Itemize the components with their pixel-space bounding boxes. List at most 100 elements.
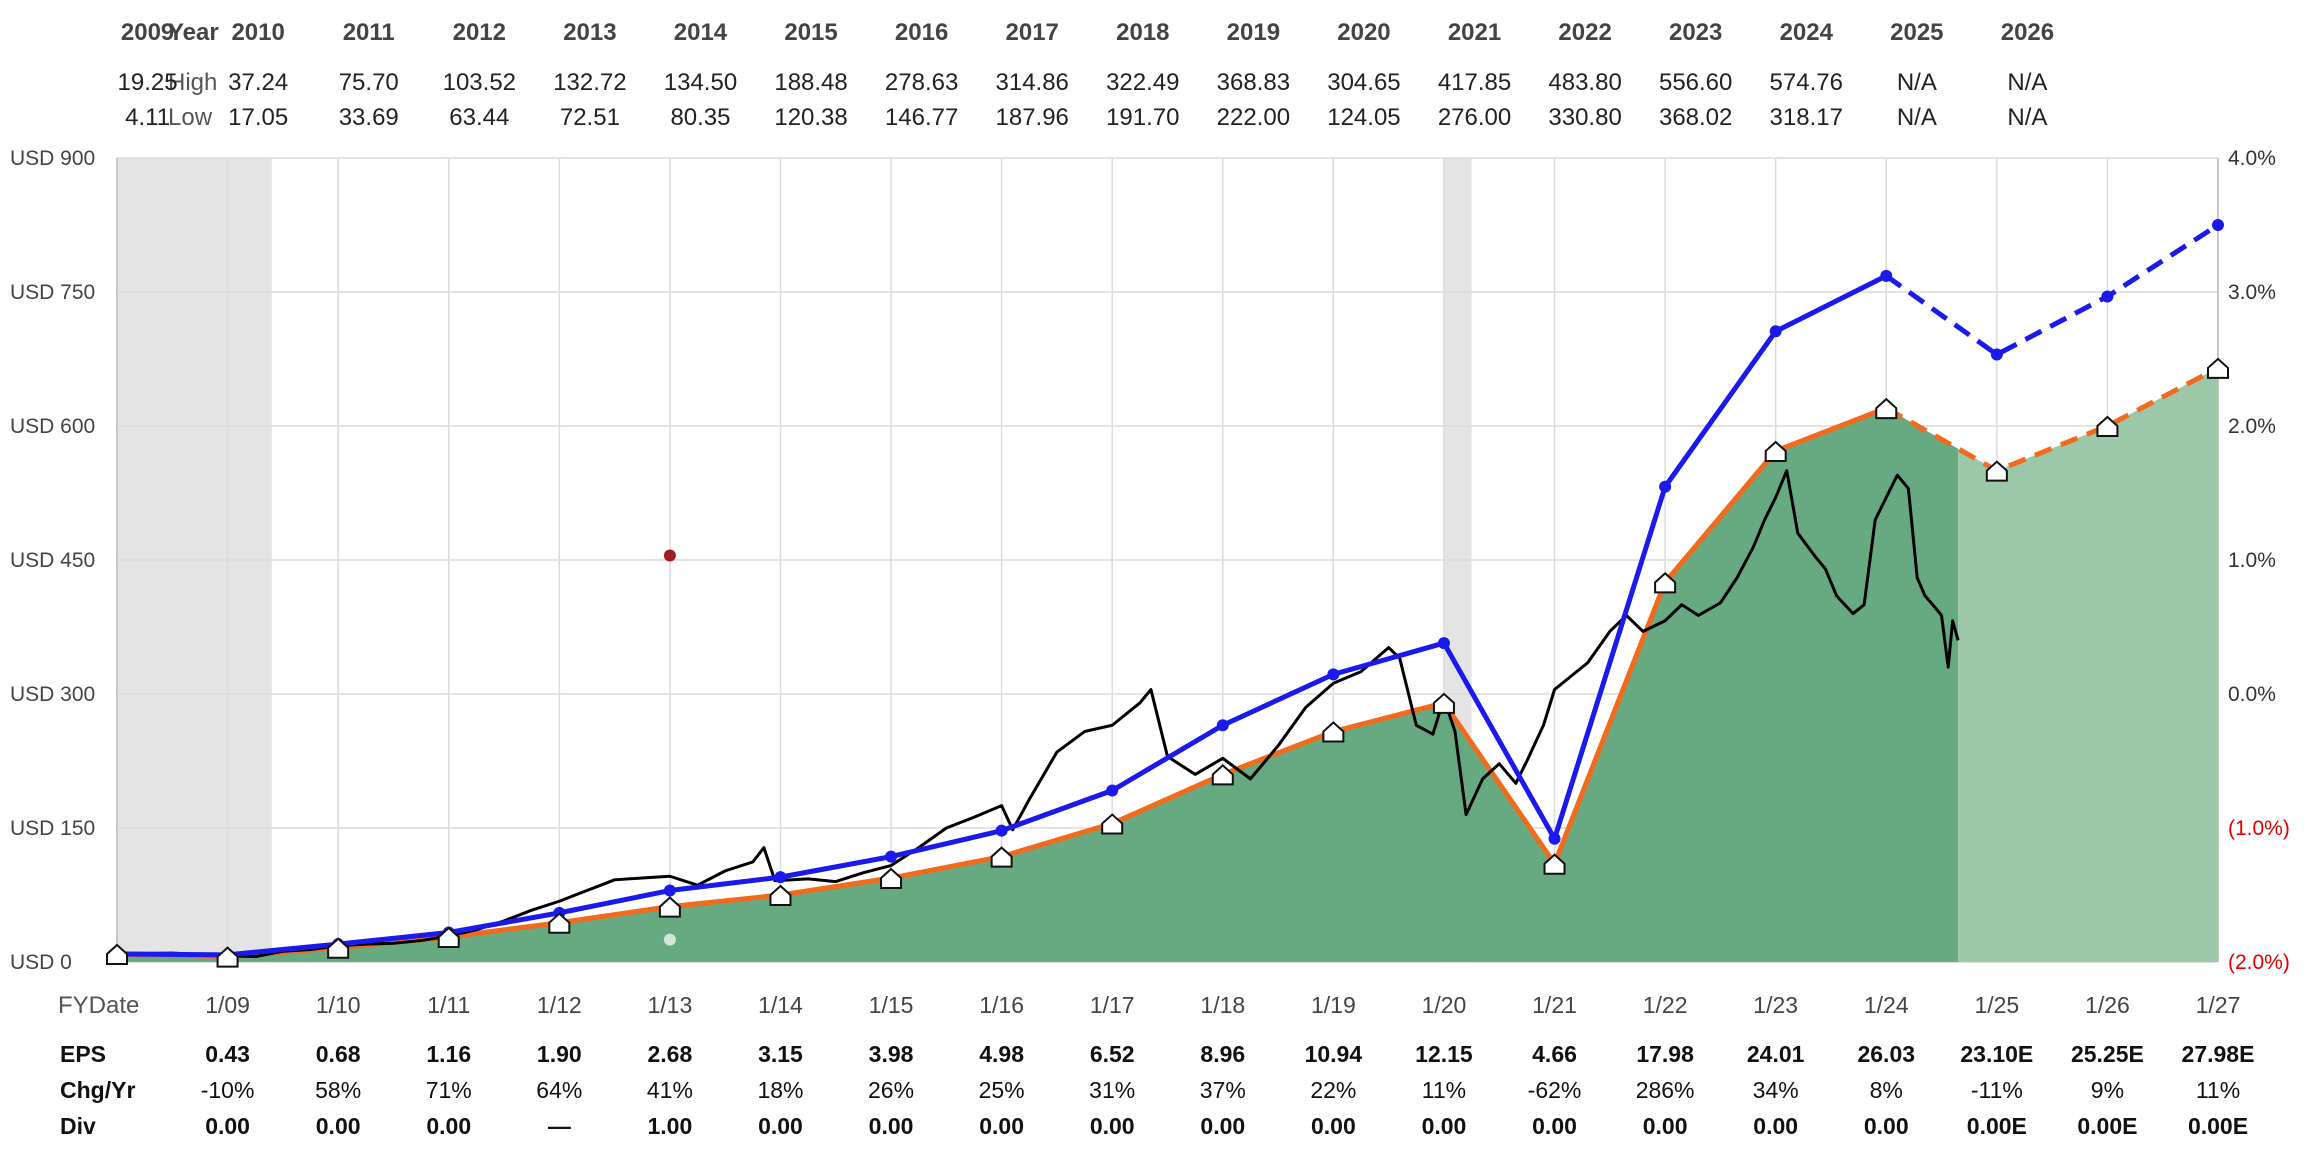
low-cell: 276.00 [1438,104,1511,131]
orange-point [1101,813,1124,835]
low-cell: 191.70 [1106,104,1179,131]
fydate-cell: 1/17 [1090,992,1135,1018]
y-left-tick-label: USD 750 [10,281,95,304]
eps-cell: 0.68 [316,1041,361,1067]
chg-cell: 286% [1636,1077,1695,1103]
chg-cell: 11% [1422,1077,1466,1103]
orange-point [880,867,903,890]
orange-point [1985,460,2008,482]
year-cell: 2025 [1890,19,1943,46]
low-cell: 330.80 [1548,104,1621,131]
y-right-tick-label: 1.0% [2228,549,2276,572]
y-right-tick-label: 3.0% [2228,281,2276,304]
low-cell: N/A [2007,104,2047,131]
eps-cell: 1.90 [537,1041,582,1067]
div-cell: 1.00 [648,1113,693,1139]
orange-line-forecast [1885,365,2220,474]
low-cell: 63.44 [449,104,509,131]
year-cell: 2026 [2001,19,2054,46]
chg-cell: -10% [201,1077,255,1103]
eps-cell: 24.01 [1747,1041,1805,1067]
low-cell: 120.38 [774,104,847,131]
orange-point [658,896,681,918]
year-cell: 2016 [895,19,948,46]
year-cell: 2021 [1448,19,1501,46]
div-cell: 0.00E [2188,1113,2248,1139]
year-cell: 2019 [1227,19,1280,46]
chg-cell: 26% [868,1077,914,1103]
low-cell: 124.05 [1327,104,1400,131]
y-left-tick-label: USD 450 [10,549,95,572]
orange-point [769,884,792,906]
fydate-cell: 1/13 [648,992,693,1018]
eps-cell: 6.52 [1090,1041,1135,1067]
chg-cell: 25% [979,1077,1025,1103]
orange-point [1875,397,1898,420]
orange-point [327,937,350,959]
y-right-tick-label: 2.0% [2228,415,2276,438]
year-cell: 2015 [784,19,837,46]
orange-point [216,946,239,968]
chg-cell: 37% [1200,1077,1246,1103]
eps-cell: 26.03 [1857,1041,1915,1067]
fydate-cell: 1/12 [537,992,582,1018]
year-cell: 2017 [1006,19,1059,46]
chg-cell: 11% [2196,1077,2240,1103]
chg-cell: 9% [2091,1077,2124,1103]
eps-cell: 10.94 [1305,1041,1363,1067]
div-cell: 0.00 [869,1113,914,1139]
fydate-cell: 1/19 [1311,992,1356,1018]
high-cell: N/A [1897,69,1937,96]
blue-point [995,824,1008,837]
y-left-tick-label: USD 150 [10,817,95,840]
year-high-low-table: Year High Low 2009 19.25 4.11 2010 37.24 17.0… [118,19,2055,131]
chg-cell: 58% [315,1077,361,1103]
year-cell: 2010 [231,19,284,46]
blue-point [663,884,676,897]
blue-point [1216,719,1229,732]
blue-point [774,871,787,884]
low-cell: 146.77 [885,104,958,131]
eps-cell: 23.10E [1960,1041,2033,1067]
low-cell: 33.69 [339,104,399,131]
chg-cell: 71% [426,1077,472,1103]
div-row-label: Div [60,1113,96,1139]
high-row-label: High [168,69,217,96]
y-right-tick-label: 0.0% [2228,683,2276,706]
eps-cell: 2.68 [648,1041,693,1067]
div-cell: 0.00 [1643,1113,1688,1139]
high-cell: 103.52 [443,69,516,96]
chg-cell: -11% [1971,1077,2023,1103]
eps-cell: 8.96 [1200,1041,1245,1067]
chg-cell: 22% [1310,1077,1356,1103]
fydate-cell: 1/22 [1643,992,1688,1018]
eps-cell: 27.98E [2182,1041,2255,1067]
y-left-tick-label: USD 300 [10,683,95,706]
blue-point [2212,219,2224,231]
fydate-cell: 1/20 [1422,992,1467,1018]
chg-cell: 64% [536,1077,582,1103]
div-cell: 0.00 [426,1113,471,1139]
div-cell: 0.00 [1753,1113,1798,1139]
low-cell: 17.05 [228,104,288,131]
low-cell: 72.51 [560,104,620,131]
div-cell: 0.00 [1090,1113,1135,1139]
fydate-cell: 1/15 [869,992,914,1018]
fydate-cell: 1/25 [1974,992,2019,1018]
year-cell: 2020 [1337,19,1390,46]
high-cell: 134.50 [664,69,737,96]
orange-point [1322,721,1345,743]
year-cell: 2013 [563,19,616,46]
high-cell: 314.86 [996,69,1069,96]
blue-point [2101,290,2114,303]
year-cell: 2014 [674,19,728,46]
div-cell: 0.00 [316,1113,361,1139]
high-cell: 304.65 [1327,69,1400,96]
div-cell: 0.00 [205,1113,250,1139]
fydate-cell: 1/11 [427,992,470,1018]
div-cell: 0.00 [979,1113,1024,1139]
eps-cell: 4.98 [979,1041,1024,1067]
orange-point [1654,571,1677,594]
orange-point [437,926,460,948]
